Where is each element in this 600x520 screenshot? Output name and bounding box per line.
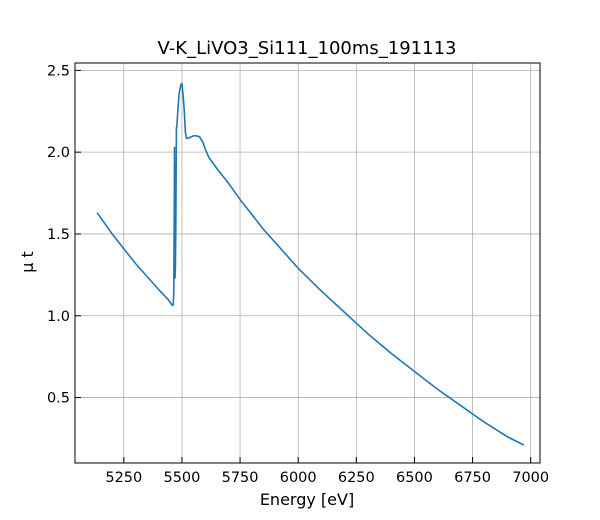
y-tick-label: 0.5 [47, 391, 70, 407]
y-tick-label: 1.0 [47, 309, 70, 325]
plot-frame [74, 62, 541, 464]
x-tick-label: 5750 [222, 470, 259, 486]
y-tick-label: 2.0 [47, 145, 70, 161]
series-line [96, 82, 525, 446]
x-axis-label: Energy [eV] [260, 490, 354, 509]
grid [75, 63, 540, 463]
x-tick-label: 6750 [454, 470, 491, 486]
chart-title: V-K_LiVO3_Si111_100ms_191113 [158, 38, 457, 59]
y-axis-label: μ t [18, 251, 37, 273]
ticks: 5250 5500 5750 6000 6250 6500 6750 7000 0.5 1.0 1.… [47, 63, 549, 486]
y-tick-label: 2.5 [47, 63, 70, 79]
x-tick-label: 5500 [163, 470, 200, 486]
x-tick-label: 7000 [512, 470, 549, 486]
x-tick-label: 6000 [280, 470, 317, 486]
y-tick-label: 1.5 [47, 227, 70, 243]
x-tick-label: 5250 [105, 470, 142, 486]
x-tick-label: 6250 [338, 470, 375, 486]
series-layer [96, 82, 525, 446]
x-tick-label: 6500 [396, 470, 433, 486]
